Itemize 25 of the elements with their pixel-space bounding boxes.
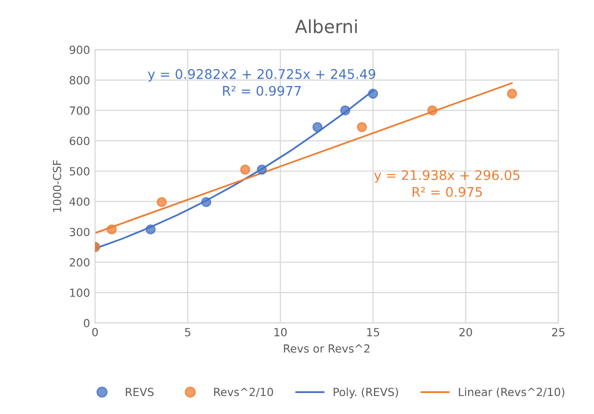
y-axis-title: 1000-CSF (52, 160, 62, 212)
y-tick-label: 500 (70, 167, 90, 176)
y-tick-label: 800 (70, 76, 90, 84)
x-tick-label: 10 (274, 328, 287, 336)
x-tick-label: 0 (92, 328, 98, 336)
y-tick-label: 400 (70, 197, 90, 206)
chart-title: Alberni (295, 19, 357, 34)
x-tick-label: 20 (459, 328, 472, 336)
y-tick-label: 600 (70, 136, 90, 146)
y-tick-label: 200 (70, 258, 90, 267)
y-tick-label: 700 (70, 106, 90, 115)
legend-label: Linear (Revs^2/10) (458, 388, 564, 398)
y-tick-label: 300 (70, 228, 90, 236)
legend-label: REVS (126, 388, 154, 396)
y-tick-label: 100 (70, 288, 90, 297)
annotation: y = 0.9282x2 + 20.725x + 245.49 R² = 0.9977 (148, 69, 376, 96)
x-axis-title: Revs or Revs^2 (284, 344, 370, 353)
y-tick-label: 0 (84, 318, 90, 328)
legend-label: Poly. (REVS) (334, 388, 398, 398)
annotation: y = 21.938x + 296.05 R² = 0.975 (374, 170, 520, 197)
legend-label: Revs^2/10 (214, 388, 274, 398)
x-tick-label: 5 (185, 328, 190, 336)
x-tick-label: 25 (552, 328, 564, 336)
y-tick-label: 900 (70, 46, 90, 54)
x-tick-label: 15 (367, 328, 380, 336)
